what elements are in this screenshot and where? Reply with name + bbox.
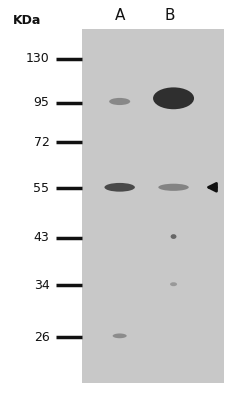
- Text: 26: 26: [34, 330, 49, 344]
- Ellipse shape: [153, 87, 194, 109]
- Ellipse shape: [109, 98, 130, 105]
- Text: 130: 130: [26, 52, 49, 66]
- Text: A: A: [114, 8, 125, 23]
- Text: B: B: [165, 8, 175, 23]
- Ellipse shape: [171, 234, 177, 239]
- Text: 55: 55: [33, 182, 49, 194]
- Ellipse shape: [105, 183, 135, 192]
- Text: 34: 34: [34, 279, 49, 292]
- Ellipse shape: [158, 184, 189, 191]
- Ellipse shape: [113, 334, 127, 338]
- Text: 95: 95: [33, 96, 49, 109]
- FancyBboxPatch shape: [82, 29, 224, 383]
- Text: 43: 43: [34, 231, 49, 244]
- Text: 72: 72: [33, 136, 49, 149]
- Text: KDa: KDa: [13, 14, 41, 27]
- Ellipse shape: [170, 282, 177, 286]
